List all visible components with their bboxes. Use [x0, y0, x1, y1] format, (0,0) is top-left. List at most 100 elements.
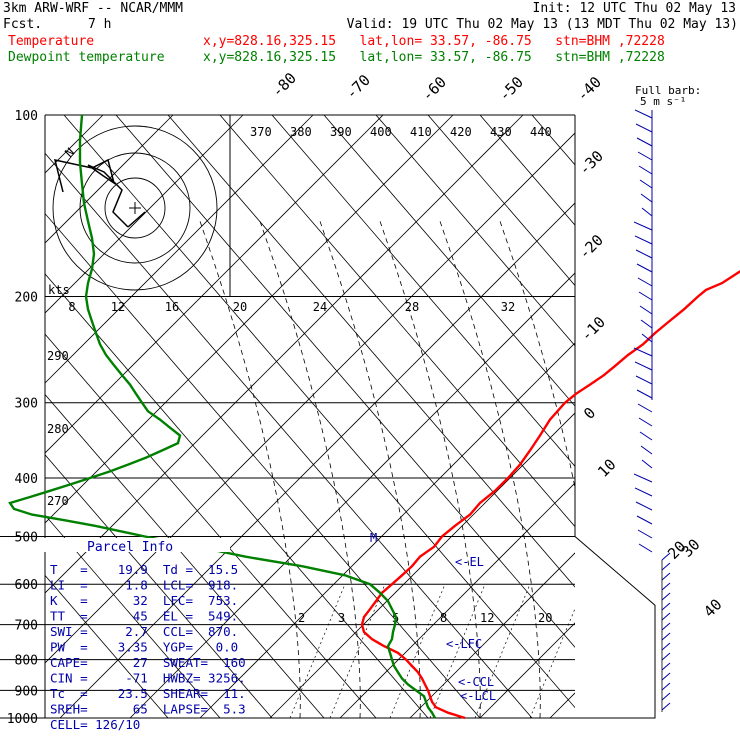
init-time: Init: 12 UTC Thu 02 May 13 — [532, 1, 737, 16]
wind-barb — [641, 459, 653, 469]
theta-label: 390 — [330, 125, 352, 139]
theta-label: 440 — [530, 125, 552, 139]
wind-barb — [661, 652, 671, 661]
diagram-lines — [45, 115, 740, 718]
dry-adiabat-line — [45, 152, 533, 718]
hodograph-trace — [127, 211, 146, 228]
dry-adiabat-line — [63, 115, 575, 709]
dewpoint-legend: Dewpoint temperature — [8, 50, 165, 65]
isotherm-label: 40 — [700, 595, 726, 621]
temperature-legend: Temperature — [8, 34, 95, 49]
wind-scale-label: 24 — [313, 300, 327, 314]
dry-adiabat-line — [427, 115, 575, 287]
dry-adiabat-line — [323, 115, 575, 407]
wind-scale-label: 32 — [501, 300, 515, 314]
moist-adiabat-line — [379, 221, 481, 718]
mixing-ratio-label: 3 — [338, 611, 345, 625]
parcel-info-header-bg — [44, 538, 230, 552]
wind-barb — [661, 642, 671, 651]
isotherm-line — [620, 115, 740, 718]
hodograph-ring — [52, 125, 218, 291]
wind-barb — [640, 193, 653, 203]
wind-barb — [640, 319, 653, 329]
wind-barb — [661, 552, 671, 561]
isotherm-label: 0 — [580, 404, 599, 423]
wind-barb — [634, 235, 653, 245]
forecast-label: Fcst. — [3, 17, 43, 32]
isotherm-line — [45, 115, 174, 244]
wind-barb — [661, 662, 671, 671]
wind-barb — [633, 347, 653, 357]
model-title: 3km ARW-WRF -- NCAR/MMM — [3, 1, 184, 16]
wind-barb — [635, 249, 653, 259]
moist-adiabat-line — [439, 221, 541, 718]
pressure-tick-label: 200 — [15, 291, 38, 306]
dry-adiabat-line — [45, 212, 481, 718]
pressure-tick-label: 800 — [15, 654, 38, 669]
wind-barb — [636, 389, 653, 399]
dry-adiabat-line — [531, 115, 575, 166]
barb-legend-units: 5 m s⁻¹ — [640, 95, 686, 108]
wind-barb — [636, 263, 653, 273]
parcel-info-row: K = 32 LFC= 753. — [50, 593, 238, 608]
theta-label: 410 — [410, 125, 432, 139]
wind-scale-label: 12 — [111, 300, 125, 314]
wind-barb — [636, 515, 653, 525]
pressure-tick-label: 700 — [15, 619, 38, 634]
isotherm-label: -20 — [575, 231, 607, 263]
wind-barb — [661, 602, 671, 611]
mixing-ratio-label: 20 — [538, 611, 552, 625]
forecast-hour: 7 h — [88, 17, 112, 32]
moist-adiabat-line — [199, 221, 301, 718]
wind-barb — [634, 361, 653, 371]
pressure-tick-label: 600 — [15, 578, 38, 593]
theta-label: 380 — [290, 125, 312, 139]
dry-adiabat-line — [375, 115, 575, 347]
wind-barb — [638, 543, 653, 553]
wind-barb — [641, 207, 653, 217]
wind-barb — [641, 333, 653, 343]
moist-adiabat-line — [259, 221, 361, 718]
theta-label: 370 — [250, 125, 272, 139]
wind-scale-label: 8 — [68, 300, 75, 314]
parcel-info-row: TT = 45 EL = 549. — [50, 609, 238, 624]
isotherm-line — [45, 115, 244, 314]
wind-barb — [661, 632, 671, 641]
wind-barb — [661, 572, 671, 581]
wind-barb — [639, 431, 653, 441]
isotherm-line — [45, 115, 524, 594]
theta-side-label: 270 — [47, 494, 69, 508]
wind-barb — [637, 151, 653, 161]
isotherm-label: -70 — [342, 71, 374, 103]
wind-scale-label: 20 — [233, 300, 247, 314]
annotation-el: <-EL — [455, 555, 484, 569]
parcel-info-row: T = 19.9 Td = 15.5 — [50, 562, 238, 577]
isotherm-label: -50 — [495, 73, 527, 105]
dry-adiabat-line — [115, 115, 575, 648]
theta-label: 400 — [370, 125, 392, 139]
mixing-ratio-label: 8 — [440, 611, 447, 625]
dry-adiabat-line — [479, 115, 575, 226]
mixing-ratio-line — [329, 584, 386, 718]
wind-barb — [661, 682, 671, 691]
wind-barb — [661, 612, 671, 621]
isotherm-label: -30 — [575, 147, 607, 179]
wind-barb — [635, 123, 653, 133]
dry-adiabat-line — [219, 115, 575, 528]
wind-scale-label: 28 — [405, 300, 419, 314]
pressure-tick-label: 100 — [15, 109, 38, 124]
parcel-info-row: PW = 3.35 YGP= 0.0 — [50, 640, 238, 655]
isotherm-line — [269, 412, 575, 718]
theta-label: 430 — [490, 125, 512, 139]
parcel-info-row: CELL= 126/10 — [50, 717, 140, 732]
annotation-ccl: <-CCL — [458, 675, 494, 689]
annotation-m: M — [370, 531, 377, 545]
dewpoint-location-info: x,y=828.16,325.15 lat,lon= 33.57, -86.75… — [203, 50, 665, 65]
isotherm-line — [45, 115, 384, 454]
mixing-ratio-line — [429, 584, 486, 718]
wind-barb — [661, 582, 671, 591]
barb-legend-title: Full barb: — [635, 84, 701, 97]
pressure-tick-label: 1000 — [7, 712, 38, 727]
isotherm-line — [339, 482, 575, 718]
